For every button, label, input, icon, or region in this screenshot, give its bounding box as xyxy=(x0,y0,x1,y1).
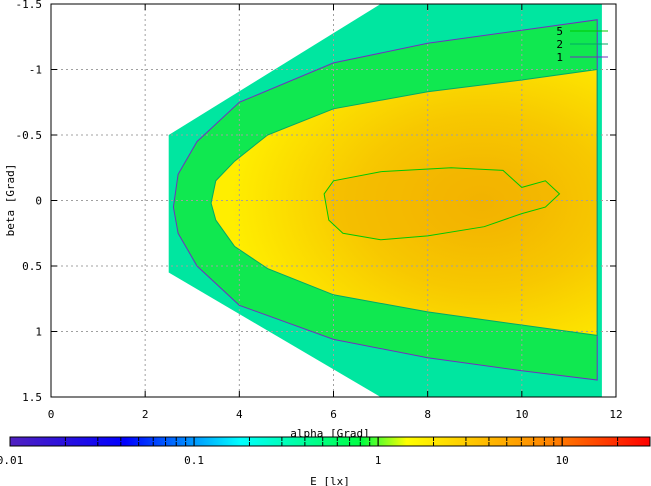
contour-line-5 xyxy=(323,167,561,241)
y-tick-label: 1.5 xyxy=(22,391,42,404)
y-tick-label: -0.5 xyxy=(16,129,43,142)
x-tick-label: 6 xyxy=(330,408,337,421)
x-tick-label: 0 xyxy=(48,408,55,421)
x-tick-label: 2 xyxy=(142,408,149,421)
legend-label: 2 xyxy=(556,38,563,51)
peak-region xyxy=(324,167,560,240)
y-tick-label: 0 xyxy=(35,195,42,208)
x-tick-label: 12 xyxy=(609,408,622,421)
colorbar-tick-label: 0.1 xyxy=(184,454,204,467)
y-tick-label: -1 xyxy=(29,64,42,77)
y-tick-label: 1 xyxy=(35,326,42,339)
legend-label: 5 xyxy=(556,25,563,38)
x-tick-label: 10 xyxy=(515,408,528,421)
colorbar-label: E [lx] xyxy=(310,475,350,486)
y-tick-label: -1.5 xyxy=(16,0,43,11)
colorbar-tick-label: 0.01 xyxy=(0,454,23,467)
legend-label: 1 xyxy=(556,51,563,64)
colorbar-tick-label: 1 xyxy=(375,454,382,467)
x-tick-label: 8 xyxy=(424,408,431,421)
contour-line-2 xyxy=(210,68,598,336)
colorbar-tick-label: 10 xyxy=(556,454,569,467)
y-tick-label: 0.5 xyxy=(22,260,42,273)
x-tick-label: 4 xyxy=(236,408,243,421)
y-axis-label: beta [Grad] xyxy=(4,164,17,237)
legend: 521 xyxy=(556,25,608,64)
